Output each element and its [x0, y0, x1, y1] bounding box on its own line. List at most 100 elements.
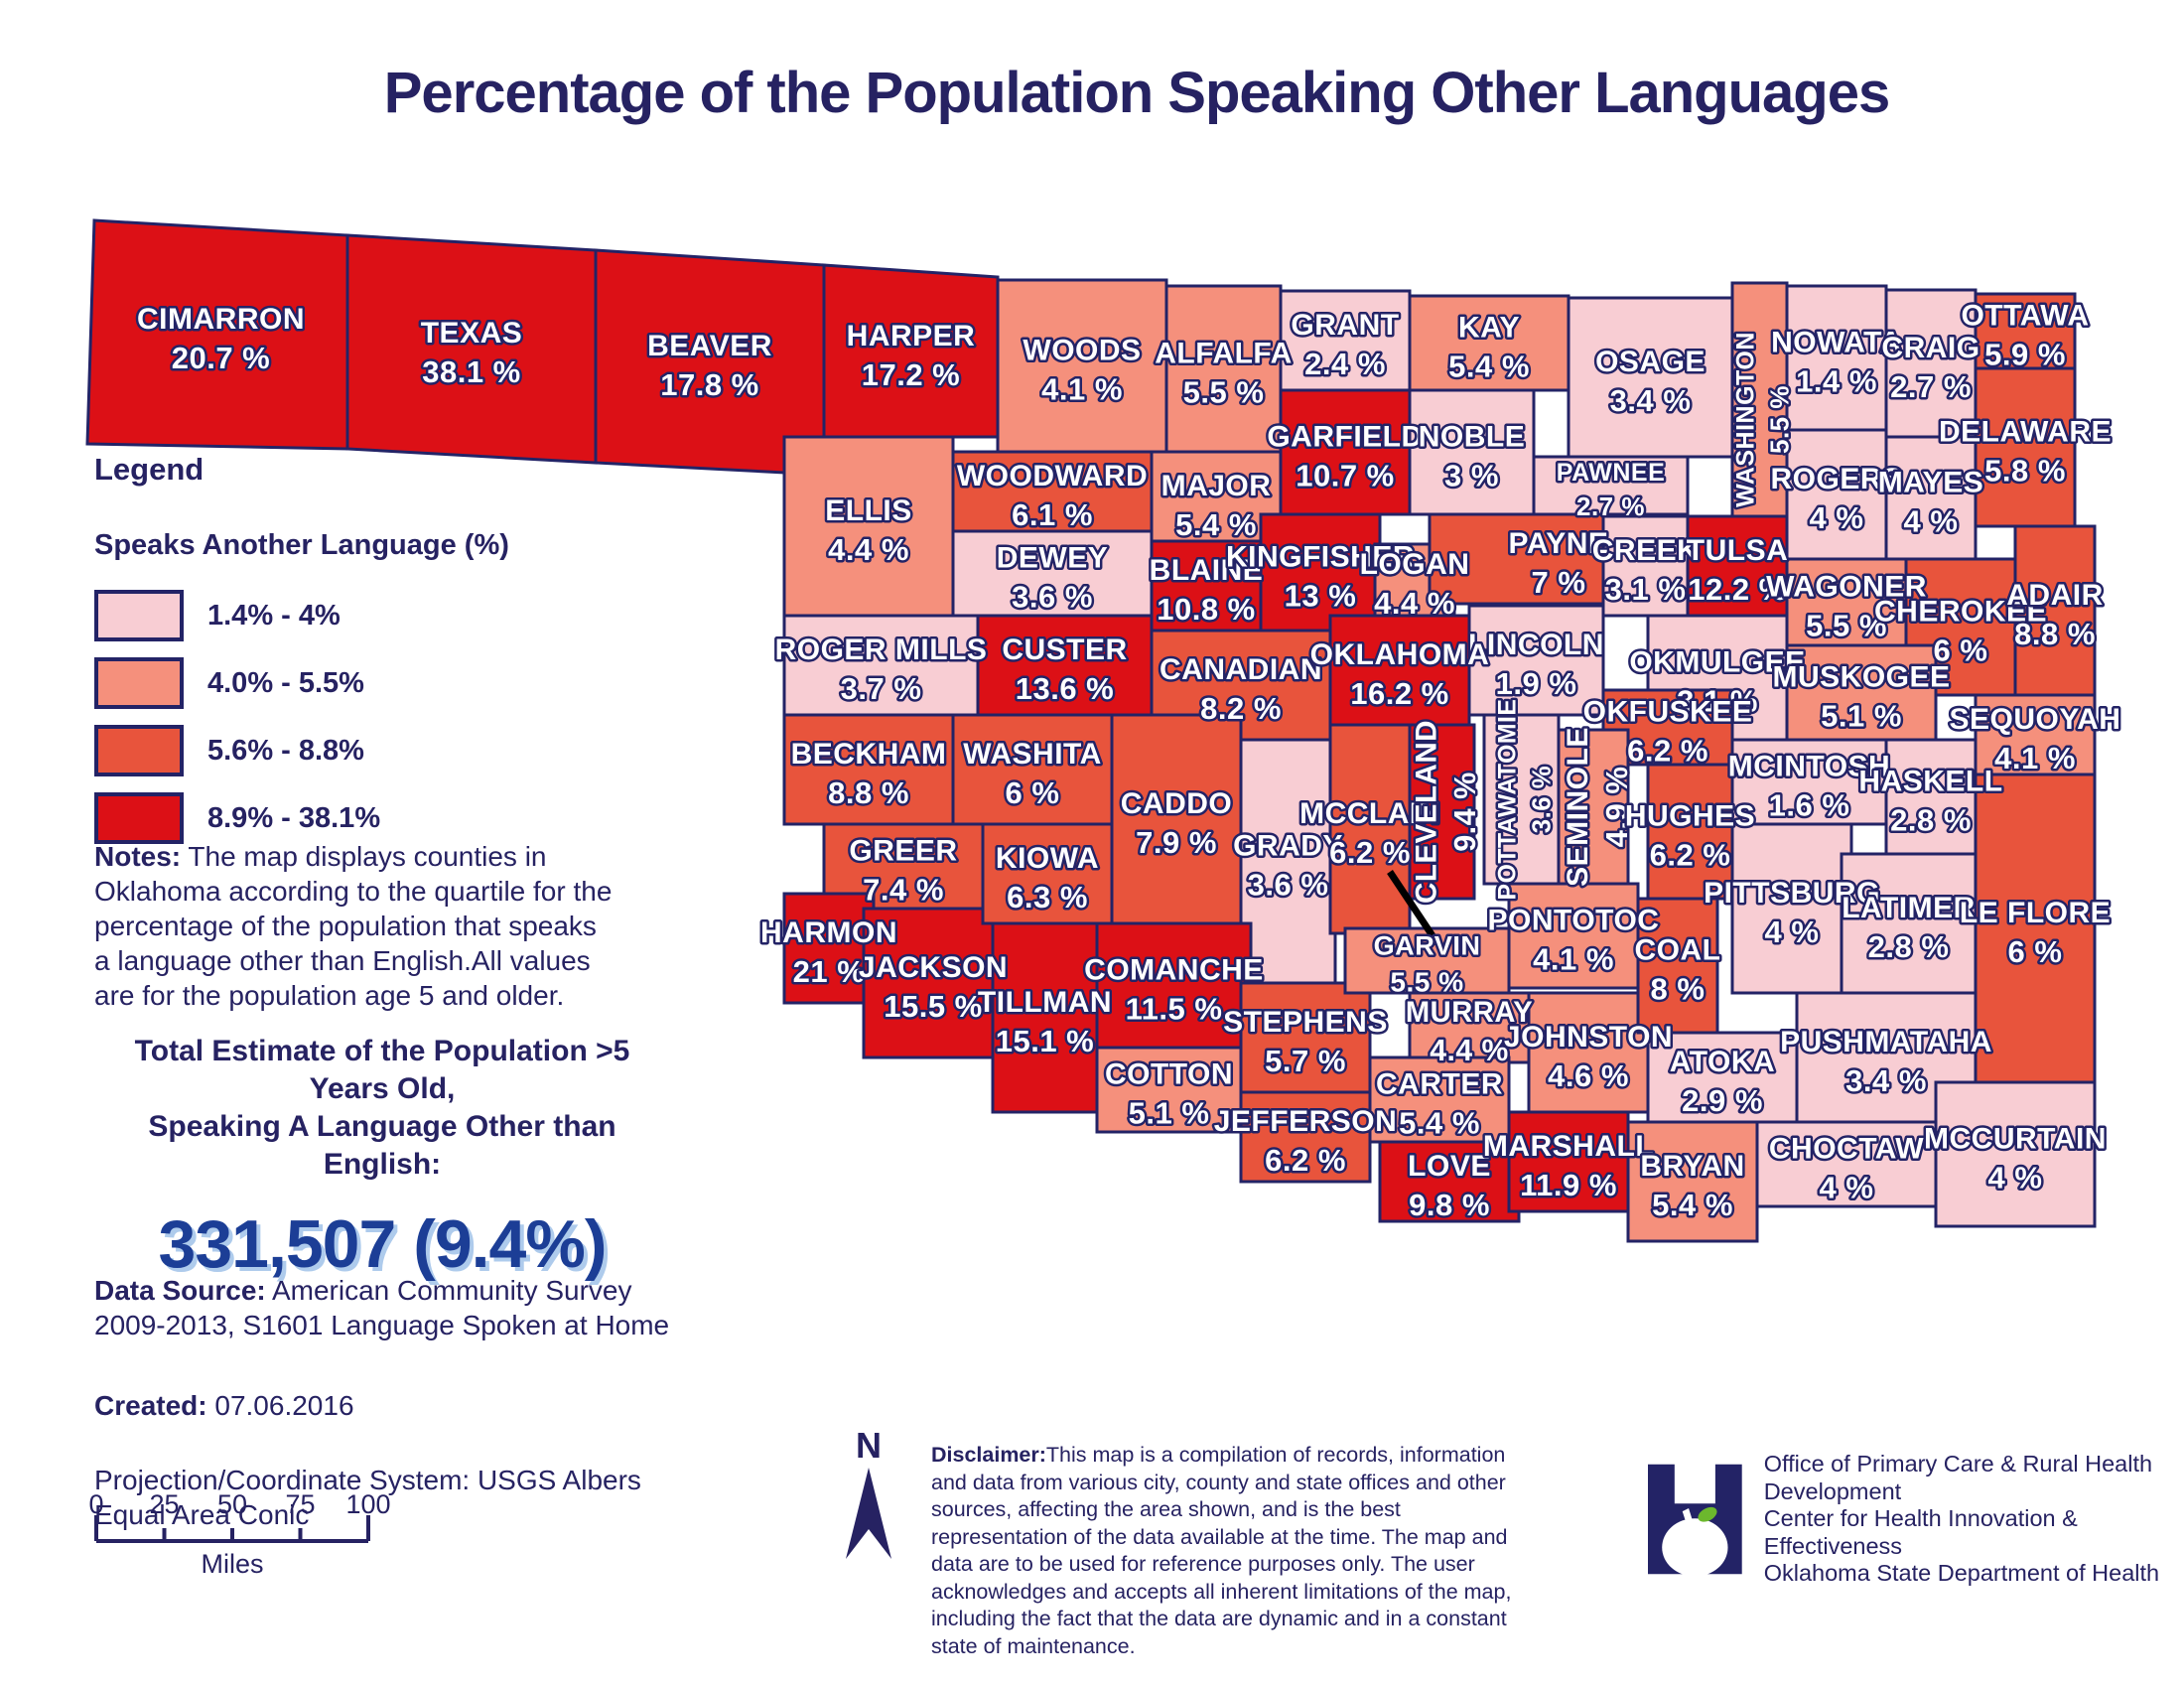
legend-swatch-icon	[94, 725, 184, 776]
county-blaine	[1150, 539, 1263, 633]
county-noble	[1408, 388, 1536, 516]
county-label-rogers: ROGERS 4 %	[1768, 461, 1905, 538]
county-dewey	[951, 529, 1154, 618]
svg-text:6.2 %: 6.2 %	[1650, 838, 1731, 873]
disclaimer-body: This map is a compilation of records, in…	[931, 1443, 1512, 1658]
svg-text:2.7 %: 2.7 %	[1576, 492, 1645, 521]
county-label-payne: PAYNE 7 %	[1506, 525, 1610, 603]
county-label-ellis: ELLIS 4.4 %	[823, 492, 914, 570]
county-love	[1378, 1140, 1521, 1223]
svg-text:CREEK: CREEK	[1592, 534, 1700, 567]
legend-subheading: Speaks Another Language (%)	[94, 529, 509, 561]
county-label-pawnee: PAWNEE 2.7 %	[1554, 457, 1667, 524]
svg-text:DELAWARE: DELAWARE	[1939, 416, 2112, 449]
county-label-cherokee: CHEROKEE 6 %	[1871, 593, 2049, 670]
leaf-icon	[1698, 1506, 1717, 1522]
svg-text:LOVE: LOVE	[1408, 1150, 1491, 1183]
county-label-kay: KAY 5.4 %	[1446, 309, 1532, 386]
county-label-sequoyah: SEQUOYAH 4.1 %	[1947, 701, 2122, 778]
legend-items: 1.4% - 4% 4.0% - 5.5% 5.6% - 8.8% 8.9% - 38…	[94, 590, 611, 844]
svg-text:4.6 %: 4.6 %	[1548, 1058, 1629, 1093]
county-label-ottawa: OTTAWA 5.9 %	[1959, 297, 2092, 374]
svg-text:PUSHMATAHA: PUSHMATAHA	[1780, 1026, 1992, 1058]
created-value: 07.06.2016	[214, 1390, 354, 1421]
scale-tick-label: 0	[88, 1489, 103, 1519]
county-label-washita: WASHITA 6 %	[961, 736, 1104, 813]
county-label-beaver: BEAVER 17.8 %	[645, 328, 774, 405]
svg-text:POTTAWATOMIE: POTTAWATOMIE	[1495, 699, 1522, 901]
svg-text:JOHNSTON: JOHNSTON	[1504, 1021, 1673, 1054]
svg-text:7.9 %: 7.9 %	[1136, 825, 1217, 860]
county-carter	[1368, 1055, 1511, 1144]
county-cleveland	[1408, 723, 1476, 901]
svg-text:SEMINOLE: SEMINOLE	[1562, 727, 1594, 887]
svg-text:3.1 %: 3.1 %	[1605, 572, 1687, 607]
county-label-woods: WOODS 4.1 %	[1021, 332, 1144, 409]
county-label-osage: OSAGE 3.4 %	[1593, 344, 1707, 421]
svg-text:5.1 %: 5.1 %	[1821, 699, 1902, 734]
svg-text:9.8 %: 9.8 %	[1409, 1188, 1490, 1222]
county-label-johnston: JOHNSTON 4.6 %	[1501, 1019, 1675, 1096]
county-atoka	[1646, 1031, 1799, 1124]
svg-text:ALFALFA: ALFALFA	[1155, 338, 1293, 370]
county-label-kiowa: KIOWA 6.3 %	[993, 840, 1101, 917]
svg-text:GARVIN: GARVIN	[1374, 930, 1481, 961]
county-beckham	[782, 713, 955, 826]
notes-label: Notes:	[94, 841, 182, 872]
svg-text:CHEROKEE: CHEROKEE	[1874, 596, 2047, 629]
svg-text:6.1 %: 6.1 %	[1012, 497, 1093, 532]
north-arrow: N	[839, 1428, 898, 1568]
legend-item-label: 8.9% - 38.1%	[207, 801, 381, 834]
svg-text:TILLMAN: TILLMAN	[978, 986, 1112, 1019]
county-label-greer: GREER 7.4 %	[847, 832, 960, 910]
svg-text:4 %: 4 %	[1904, 504, 1959, 539]
county-seminole	[1557, 728, 1630, 886]
svg-text:OKMULGEE: OKMULGEE	[1629, 646, 1805, 679]
svg-text:HUGHES: HUGHES	[1625, 800, 1755, 833]
svg-text:7.4 %: 7.4 %	[863, 873, 944, 908]
county-label-roger-mills: ROGER MILLS 3.7 %	[772, 632, 989, 709]
svg-text:1.4 %: 1.4 %	[1796, 364, 1877, 399]
svg-text:COTTON: COTTON	[1105, 1058, 1233, 1091]
svg-text:LATIMER: LATIMER	[1842, 892, 1976, 924]
svg-text:BRYAN: BRYAN	[1640, 1150, 1744, 1183]
county-label-grant: GRANT 2.4 %	[1289, 307, 1402, 384]
county-le-flore	[1974, 773, 2097, 1084]
county-label-latimer: LATIMER 2.8 %	[1840, 890, 1978, 967]
county-label-pontotoc: PONTOTOC 4.1 %	[1485, 902, 1661, 979]
svg-text:1.9 %: 1.9 %	[1496, 666, 1577, 701]
svg-text:2.8 %: 2.8 %	[1868, 929, 1950, 964]
county-cotton	[1095, 1046, 1243, 1134]
svg-text:3 %: 3 %	[1444, 459, 1499, 493]
county-label-blaine: BLAINE 10.8 %	[1147, 552, 1265, 630]
county-choctaw	[1755, 1120, 1938, 1208]
svg-text:MCCURTAIN: MCCURTAIN	[1924, 1123, 2107, 1156]
svg-text:MCCLAIN: MCCLAIN	[1299, 797, 1440, 830]
svg-text:8.8 %: 8.8 %	[2014, 617, 2096, 651]
scale-tick-label: 50	[217, 1489, 247, 1519]
county-label-tillman: TILLMAN 15.1 %	[975, 984, 1114, 1061]
county-haskell	[1884, 738, 1978, 856]
map-notes: Notes: The map displays counties in Okla…	[94, 839, 615, 1013]
county-label-craig: CRAIG 2.7 %	[1879, 330, 1982, 407]
county-label-lincoln: LINCOLN 1.9 %	[1466, 627, 1606, 704]
svg-text:7 %: 7 %	[1532, 565, 1586, 600]
svg-text:8 %: 8 %	[1651, 972, 1706, 1007]
svg-text:5.9 %: 5.9 %	[1984, 338, 2066, 372]
svg-text:JACKSON: JACKSON	[859, 951, 1008, 984]
svg-text:4.4 %: 4.4 %	[1430, 1035, 1509, 1067]
total-estimate: Total Estimate of the Population >5 Year…	[94, 1033, 670, 1283]
county-label-delaware: DELAWARE 5.8 %	[1936, 413, 2114, 491]
svg-text:6 %: 6 %	[2008, 934, 2063, 969]
legend-item-1: 4.0% - 5.5%	[94, 657, 611, 709]
svg-text:GREER: GREER	[849, 835, 957, 868]
svg-text:4.1 %: 4.1 %	[1041, 372, 1123, 407]
osdh-h-apple-logo-icon	[1648, 1464, 1742, 1577]
svg-text:LINCOLN: LINCOLN	[1468, 629, 1604, 661]
county-label-haskell: HASKELL 2.8 %	[1856, 763, 2005, 840]
svg-text:5.4 %: 5.4 %	[1652, 1188, 1733, 1222]
svg-text:2.4 %: 2.4 %	[1304, 347, 1386, 381]
county-label-garfield: GARFIELD 10.7 %	[1265, 418, 1426, 495]
county-label-garvin: GARVIN 5.5 %	[1371, 927, 1482, 1000]
